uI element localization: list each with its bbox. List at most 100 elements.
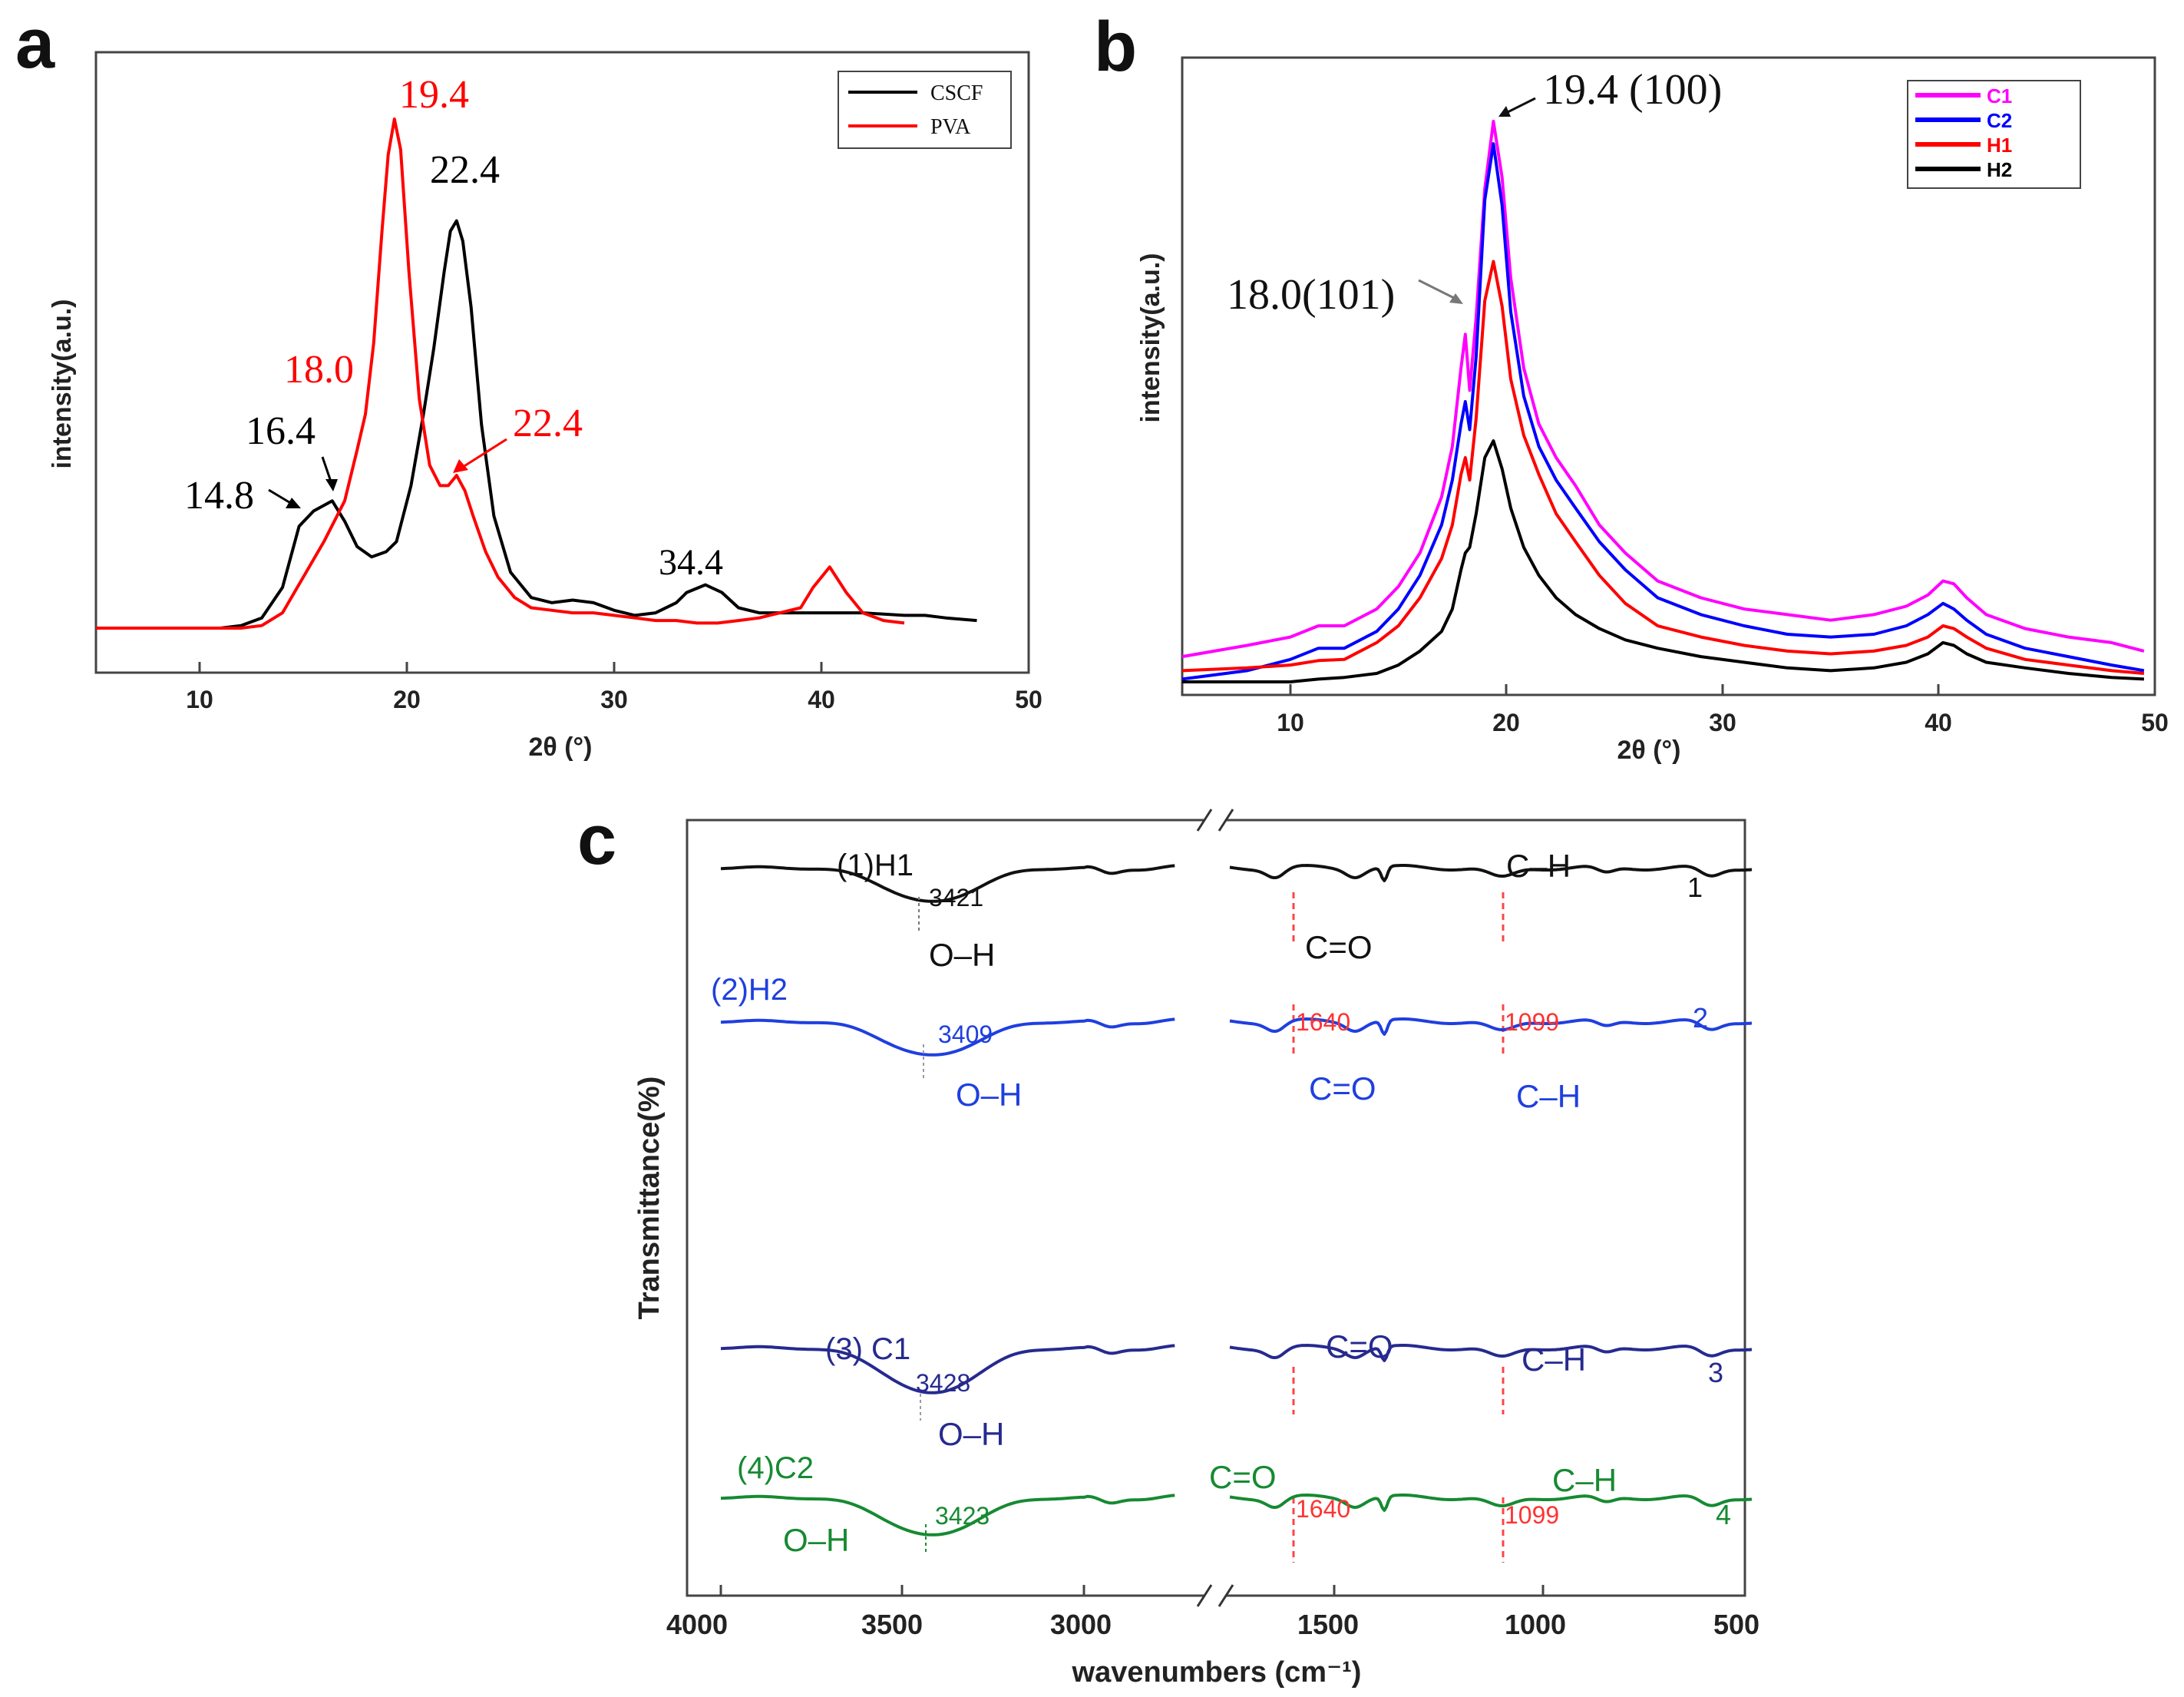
spectrum-h2 xyxy=(720,1017,1753,1057)
oh-label-h2: O–H xyxy=(956,1077,1022,1113)
ref-value-1099-h2: 1099 xyxy=(1505,1008,1559,1036)
x-tick-label-a: 20 xyxy=(393,686,421,713)
oh-label-c2: O–H xyxy=(783,1522,849,1558)
arrow-head-cscf-16 xyxy=(325,479,338,491)
annotation-peak-100: 19.4 (100) xyxy=(1543,66,1722,114)
annotation-cscf-34: 34.4 xyxy=(659,542,723,583)
series-name-c1: (3) C1 xyxy=(825,1332,910,1366)
oh-label-c1: O–H xyxy=(938,1416,1004,1452)
legend-label-c1: C1 xyxy=(1987,84,2012,108)
y-axis-label-b: intensity(a.u.) xyxy=(1136,253,1165,422)
series-name-h2: (2)H2 xyxy=(711,973,788,1007)
x-axis-label-c: wavenumbers (cm⁻¹) xyxy=(1072,1656,1362,1689)
x-ticks-b: 10 20 30 40 50 xyxy=(1277,684,2169,736)
plot-frame-b xyxy=(1181,56,2156,696)
spectrum-c1 xyxy=(720,1344,1753,1394)
legend-label-h2: H2 xyxy=(1987,158,2012,181)
x-tick-label-a: 10 xyxy=(186,686,213,713)
co-label-c1: C=O xyxy=(1326,1328,1393,1365)
ch-label-h1: C–H xyxy=(1506,848,1571,884)
axis-break-mark xyxy=(1218,1584,1234,1607)
axis-break-gap-top xyxy=(1205,812,1225,828)
x-tick-label-b: 50 xyxy=(2141,709,2169,736)
series-line-c2 xyxy=(1181,142,2145,681)
annotations-b: 19.4 (100) 18.0(101) xyxy=(1227,66,1722,319)
arrow-pva-22 xyxy=(460,438,507,470)
x-tick-label-c: 1000 xyxy=(1505,1609,1566,1640)
ch-label-h2: C–H xyxy=(1516,1078,1581,1114)
panel-b: b 10 20 30 40 50 2θ (°) intensity(a.u.) … xyxy=(1094,8,2169,765)
series-line-h1 xyxy=(1181,260,2145,675)
axis-break-mark xyxy=(1196,1584,1213,1607)
co-label-c2: C=O xyxy=(1209,1459,1277,1495)
oh-label-h1: O–H xyxy=(929,937,995,973)
x-tick-label-b: 40 xyxy=(1925,709,1952,736)
x-tick-label-a: 30 xyxy=(600,686,628,713)
x-ticks-a: 10 20 30 40 50 xyxy=(186,662,1042,713)
series-line-h2 xyxy=(1182,439,2145,683)
annotation-pva-shoulder: 18.0 xyxy=(284,348,354,392)
spectrum-h1 xyxy=(720,864,1753,903)
ch-label-c1: C–H xyxy=(1522,1341,1586,1378)
legend-a: CSCF PVA xyxy=(838,71,1012,149)
arrow-peak-101 xyxy=(1418,279,1458,301)
x-tick-label-b: 20 xyxy=(1492,709,1520,736)
panel-c: c 4000 3500 3000 1500 1000 500 wavenumbe… xyxy=(577,801,1759,1689)
oh-wavenumber-c2: 3423 xyxy=(935,1502,990,1530)
ref-value-1640-h2: 1640 xyxy=(1296,1008,1350,1036)
index-label-3: 3 xyxy=(1708,1357,1723,1388)
annotation-pva-22: 22.4 xyxy=(513,402,583,445)
x-tick-label-a: 50 xyxy=(1015,686,1042,713)
ch-label-c2: C–H xyxy=(1552,1462,1617,1498)
annotation-cscf-14: 14.8 xyxy=(184,474,254,518)
annotation-pva-peak: 19.4 xyxy=(399,73,469,117)
x-tick-label-c: 1500 xyxy=(1297,1609,1359,1640)
x-tick-label-b: 30 xyxy=(1709,709,1736,736)
legend-label-c2: C2 xyxy=(1987,109,2012,132)
arrow-head-peak-100 xyxy=(1498,106,1511,117)
spectrum-labels-c: (1)H1 3421 O–H C=O C–H 1 (2)H2 3409 O–H … xyxy=(711,848,1731,1558)
legend-label-h1: H1 xyxy=(1987,134,2012,157)
ref-value-1640-c2: 1640 xyxy=(1296,1495,1350,1523)
legend-box-a xyxy=(838,71,1012,149)
co-label-h1: C=O xyxy=(1305,929,1373,965)
index-label-2: 2 xyxy=(1693,1002,1708,1034)
x-tick-label-c: 4000 xyxy=(666,1609,728,1640)
annotation-cscf-16: 16.4 xyxy=(246,409,316,453)
series-name-c2: (4)C2 xyxy=(737,1451,814,1485)
x-tick-label-b: 10 xyxy=(1277,709,1304,736)
annotations-a: 19.4 22.4 18.0 16.4 14.8 22.4 34.4 xyxy=(184,73,723,583)
axis-break-mark xyxy=(1196,809,1213,832)
series-name-h1: (1)H1 xyxy=(837,848,914,882)
annotation-cscf-peak: 22.4 xyxy=(430,148,500,192)
y-axis-label-a: intensity(a.u.) xyxy=(48,299,77,468)
axis-break-mark xyxy=(1218,809,1234,832)
oh-wavenumber-h1: 3421 xyxy=(929,884,983,911)
x-ticks-c: 4000 3500 3000 1500 1000 500 xyxy=(666,1585,1759,1640)
index-label-1: 1 xyxy=(1687,872,1703,903)
legend-label-cscf: CSCF xyxy=(930,81,983,105)
series-line-pva xyxy=(96,117,905,630)
panel-label-b: b xyxy=(1094,8,1137,86)
series-line-cscf xyxy=(96,219,977,630)
arrow-head-peak-101 xyxy=(1449,293,1463,304)
series-line-c1 xyxy=(1181,120,2145,659)
x-tick-label-c: 500 xyxy=(1713,1609,1759,1640)
arrow-peak-100 xyxy=(1504,97,1536,115)
panel-label-a: a xyxy=(15,5,55,83)
panel-a: a 10 20 30 40 50 2θ (°) intensity(a.u.) … xyxy=(15,5,1042,762)
arrow-cscf-14 xyxy=(268,488,292,505)
index-label-4: 4 xyxy=(1716,1499,1731,1530)
arrow-head-cscf-14 xyxy=(286,498,301,508)
axis-break-gap-bottom xyxy=(1205,1588,1225,1603)
legend-label-pva: PVA xyxy=(930,115,971,139)
x-tick-label-a: 40 xyxy=(808,686,835,713)
co-label-h2: C=O xyxy=(1309,1070,1376,1107)
oh-wavenumber-h2: 3409 xyxy=(938,1021,993,1048)
legend-b: C1 C2 H1 H2 xyxy=(1907,80,2081,189)
plot-frame-a xyxy=(94,51,1030,674)
x-axis-label-a: 2θ (°) xyxy=(529,733,593,762)
spectrum-c2 xyxy=(720,1494,1753,1537)
x-tick-label-c: 3500 xyxy=(861,1609,923,1640)
